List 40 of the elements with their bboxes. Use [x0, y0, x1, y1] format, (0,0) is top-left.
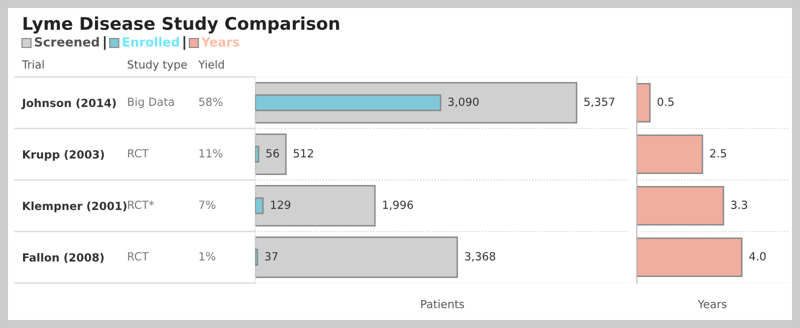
text: 7%	[199, 200, 216, 209]
bar	[636, 186, 724, 226]
data-label: 1,996	[383, 200, 413, 210]
bar	[255, 236, 458, 278]
data-label: 56	[266, 149, 279, 158]
data-label: 512	[294, 149, 313, 158]
data-label: 3.3	[731, 200, 748, 209]
category-label: Yield	[198, 60, 224, 69]
chart-title: Lyme Disease Study Comparison	[24, 16, 340, 34]
data-label: 5,357	[584, 98, 614, 108]
y-axis-title: Trial	[22, 60, 44, 69]
bar	[636, 83, 651, 122]
data-label: 3,090	[448, 98, 479, 108]
data-label: 37	[265, 252, 278, 260]
bar	[636, 238, 742, 277]
bar	[636, 134, 704, 174]
bar	[255, 184, 376, 227]
text: RCT	[128, 252, 149, 260]
data-label: 129	[271, 200, 290, 209]
category-label: Study type	[128, 60, 187, 71]
data-label: 2.5	[710, 149, 726, 158]
legend-label: Screened	[34, 36, 99, 47]
text: 11%	[200, 149, 222, 158]
y-tick-label: Johnson (2014)	[21, 98, 116, 110]
text: Big Data	[128, 97, 174, 108]
text: RCT*	[128, 200, 154, 209]
y-tick-label: Krupp (2003)	[23, 150, 104, 161]
x-axis-title: Patients	[421, 300, 464, 308]
data-label: 4.0	[749, 252, 766, 260]
text: 1%	[200, 252, 216, 260]
text: 58%	[199, 98, 222, 106]
x-axis-title: Years	[698, 300, 727, 308]
legend-label: Enrolled	[122, 36, 179, 47]
data-label: 3,368	[465, 252, 496, 262]
bar	[255, 133, 287, 176]
data-label: 0.5	[658, 98, 674, 106]
legend-label: Years	[201, 37, 240, 47]
text: RCT	[128, 149, 149, 158]
y-tick-label: Fallon (2008)	[23, 253, 104, 263]
y-tick-label: Klempner (2001)	[23, 202, 126, 212]
